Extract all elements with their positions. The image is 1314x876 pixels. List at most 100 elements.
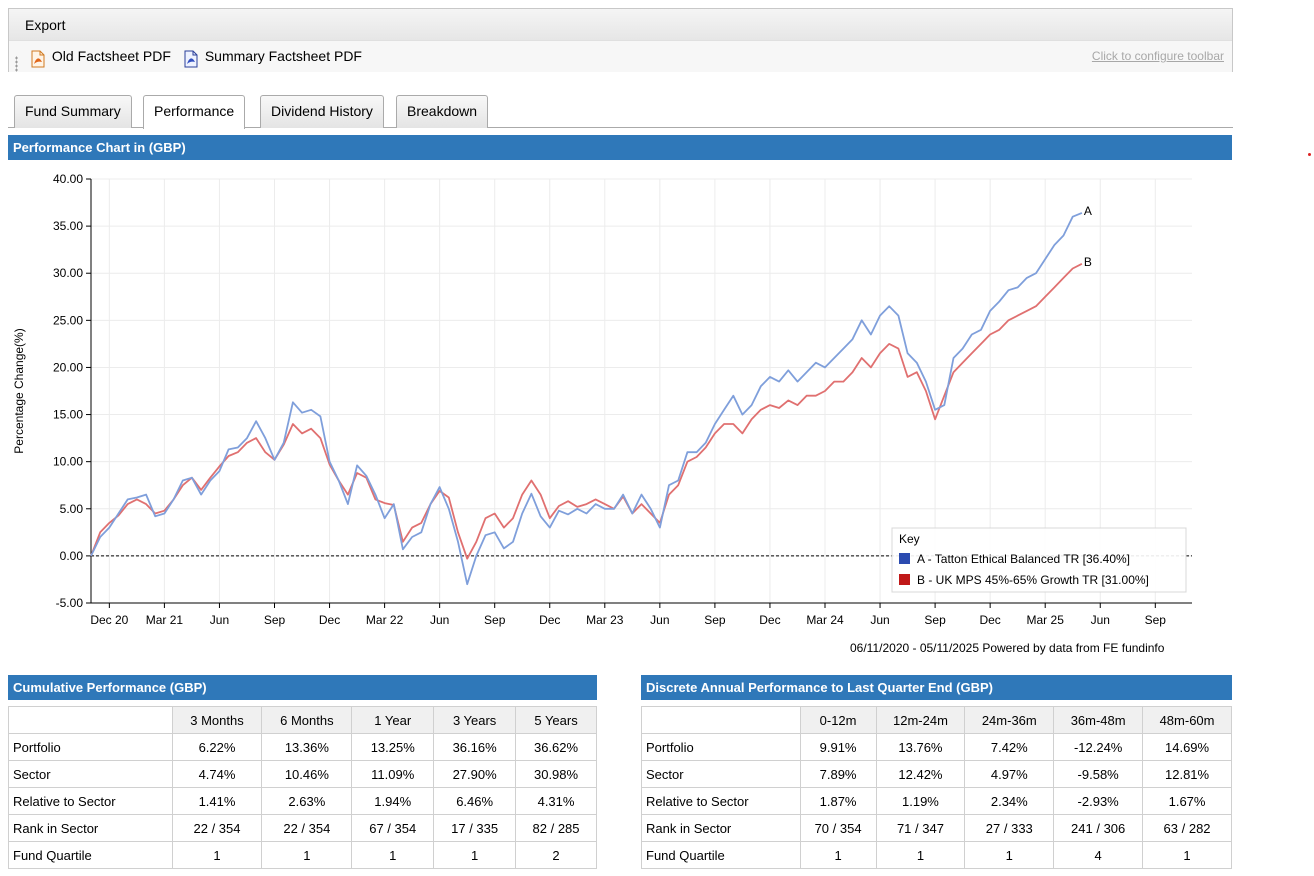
x-tick-label: Mar 24: [806, 613, 844, 627]
table-cell: 82 / 285: [515, 814, 597, 842]
toolbar-grip-icon[interactable]: [15, 55, 18, 72]
table-cell: 13.76%: [875, 733, 966, 761]
table-cell: 10.46%: [261, 760, 353, 788]
export-label[interactable]: Export: [25, 17, 66, 33]
y-tick-label: 20.00: [53, 360, 83, 374]
x-tick-label: Mar 22: [366, 613, 404, 627]
table-header-row: 0-12m 12m-24m 24m-36m 36m-48m 48m-60m: [641, 706, 1232, 734]
chart-series: BA: [90, 204, 1092, 586]
table-cell: 1.41%: [171, 787, 263, 815]
x-tick-label: Sep: [1145, 613, 1167, 627]
table-cell: 22 / 354: [171, 814, 263, 842]
row-label: Sector: [641, 760, 801, 788]
table-cell: 241 / 306: [1053, 814, 1144, 842]
column-header: 12m-24m: [875, 706, 966, 734]
old-factsheet-pdf-label: Old Factsheet PDF: [51, 48, 171, 64]
table-cell: 67 / 354: [351, 814, 435, 842]
table-row: Relative to Sector 1.41% 2.63% 1.94% 6.46% 4.…: [8, 787, 597, 815]
row-label: Relative to Sector: [8, 787, 173, 815]
table-cell: 1: [171, 841, 263, 869]
legend-swatch-a: [899, 553, 910, 564]
table-row: Sector 4.74% 10.46% 11.09% 27.90% 30.98%: [8, 760, 597, 788]
column-header: 3 Years: [433, 706, 517, 734]
table-cell: -2.93%: [1053, 787, 1144, 815]
y-tick-label: 30.00: [53, 266, 83, 280]
table-cell: 13.25%: [351, 733, 435, 761]
row-label: Relative to Sector: [641, 787, 801, 815]
table-cell: 1: [351, 841, 435, 869]
summary-factsheet-pdf-label: Summary Factsheet PDF: [204, 48, 362, 64]
cumulative-performance-table: 3 Months 6 Months 1 Year 3 Years 5 Years…: [8, 706, 597, 869]
table-cell: 2.34%: [964, 787, 1055, 815]
table-cell: 1.87%: [799, 787, 877, 815]
table-cell: 6.46%: [433, 787, 517, 815]
table-cell: 36.62%: [515, 733, 597, 761]
configure-toolbar-link[interactable]: Click to configure toolbar: [1091, 49, 1224, 63]
y-tick-label: 5.00: [60, 502, 84, 516]
x-tick-label: Jun: [210, 613, 229, 627]
x-tick-label: Jun: [650, 613, 669, 627]
series-end-label: B: [1084, 255, 1092, 269]
x-tick-label: Mar 23: [586, 613, 624, 627]
old-factsheet-pdf-button[interactable]: Old Factsheet PDF: [30, 41, 171, 72]
table-cell: 4.31%: [515, 787, 597, 815]
table-cell: 1: [261, 841, 353, 869]
table-row: Rank in Sector 70 / 354 71 / 347 27 / 333 24…: [641, 814, 1232, 842]
tab-breakdown[interactable]: Breakdown: [396, 95, 489, 128]
y-tick-label: 15.00: [53, 408, 83, 422]
table-cell: 70 / 354: [799, 814, 877, 842]
table-cell: 11.09%: [351, 760, 435, 788]
table-cell: 1.94%: [351, 787, 435, 815]
table-header-row: 3 Months 6 Months 1 Year 3 Years 5 Years: [8, 706, 597, 734]
pdf-icon: [30, 48, 46, 67]
table-cell: 7.42%: [964, 733, 1055, 761]
cumulative-performance-header: Cumulative Performance (GBP): [8, 675, 597, 700]
chart-legend: Key A - Tatton Ethical Balanced TR [36.4…: [891, 527, 1187, 593]
x-tick-label: Sep: [704, 613, 726, 627]
discrete-performance-header: Discrete Annual Performance to Last Quar…: [641, 675, 1232, 700]
column-header: 5 Years: [515, 706, 597, 734]
x-tick-label: Dec: [319, 613, 340, 627]
table-cell: 36.16%: [433, 733, 517, 761]
row-label: Fund Quartile: [8, 841, 173, 869]
performance-chart-header: Performance Chart in (GBP): [8, 135, 1232, 160]
column-header: 36m-48m: [1053, 706, 1144, 734]
table-corner: [641, 706, 801, 734]
table-cell: -9.58%: [1053, 760, 1144, 788]
table-cell: 9.91%: [799, 733, 877, 761]
y-axis-label: Percentage Change(%): [12, 328, 26, 453]
table-cell: 27 / 333: [964, 814, 1055, 842]
row-label: Portfolio: [8, 733, 173, 761]
table-row: Fund Quartile 1 1 1 4 1: [641, 841, 1232, 869]
legend-label-a: A - Tatton Ethical Balanced TR [36.40%]: [917, 552, 1130, 566]
table-cell: 1: [964, 841, 1055, 869]
table-cell: 14.69%: [1142, 733, 1232, 761]
y-tick-label: 25.00: [53, 313, 83, 327]
table-cell: 30.98%: [515, 760, 597, 788]
chart-source-note: 06/11/2020 - 05/11/2025 Powered by data …: [850, 641, 1165, 655]
x-tick-label: Dec: [539, 613, 560, 627]
x-tick-label: Sep: [484, 613, 506, 627]
table-cell: 4.97%: [964, 760, 1055, 788]
table-cell: -12.24%: [1053, 733, 1144, 761]
table-cell: 1: [433, 841, 517, 869]
tab-performance[interactable]: Performance: [143, 95, 246, 129]
y-tick-label: 0.00: [60, 549, 84, 563]
export-menu[interactable]: Export: [9, 9, 1232, 41]
table-corner: [8, 706, 173, 734]
x-tick-label: Sep: [924, 613, 946, 627]
y-tick-label: 35.00: [53, 219, 83, 233]
column-header: 3 Months: [171, 706, 263, 734]
table-cell: 1: [875, 841, 966, 869]
tab-dividend-history[interactable]: Dividend History: [260, 95, 384, 128]
column-header: 0-12m: [799, 706, 877, 734]
table-cell: 2.63%: [261, 787, 353, 815]
x-tick-label: Dec: [759, 613, 780, 627]
tab-fund-summary[interactable]: Fund Summary: [14, 95, 132, 128]
series-a-line: [90, 212, 1083, 586]
summary-factsheet-pdf-button[interactable]: Summary Factsheet PDF: [183, 41, 362, 72]
tab-bar: Fund Summary Performance Dividend Histor…: [8, 95, 1233, 129]
legend-swatch-b: [899, 574, 910, 585]
table-row: Portfolio 6.22% 13.36% 13.25% 36.16% 36.62%: [8, 733, 597, 761]
table-cell: 1: [799, 841, 877, 869]
